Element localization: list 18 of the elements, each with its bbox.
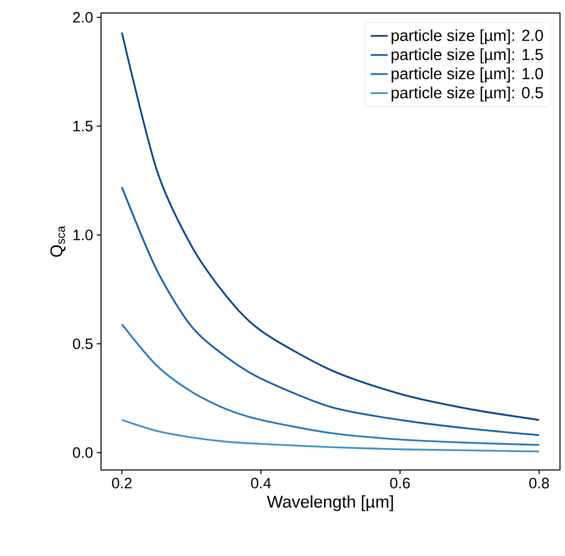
legend-label: particle size [µm]: 0.5 — [392, 86, 543, 102]
legend-label: particle size [µm]: 2.0 — [392, 29, 543, 44]
y-tick-label: 1.0 — [73, 230, 93, 240]
x-tick-label: 0.6 — [390, 478, 410, 488]
x-tick-label: 0.4 — [251, 478, 271, 488]
legend-label: particle size [µm]: 1.0 — [392, 68, 543, 82]
x-tick-label: 0.2 — [112, 478, 132, 488]
line-series — [120, 186, 540, 436]
y-tick-label: 1.5 — [73, 120, 93, 132]
y-tick-label: 0.5 — [72, 338, 93, 350]
y-axis-title: Q$_{sca}$ — [50, 226, 66, 257]
line-series — [120, 323, 540, 446]
y-tick-label: 0.0 — [72, 447, 93, 458]
legend-label: particle size [µm]: 1.5 — [392, 48, 543, 64]
y-tick-label: 2.0 — [73, 12, 93, 23]
x-tick-label: 0.8 — [529, 478, 549, 488]
x-axis-title: Wavelength [µm] — [266, 495, 393, 512]
line-series — [120, 419, 540, 452]
